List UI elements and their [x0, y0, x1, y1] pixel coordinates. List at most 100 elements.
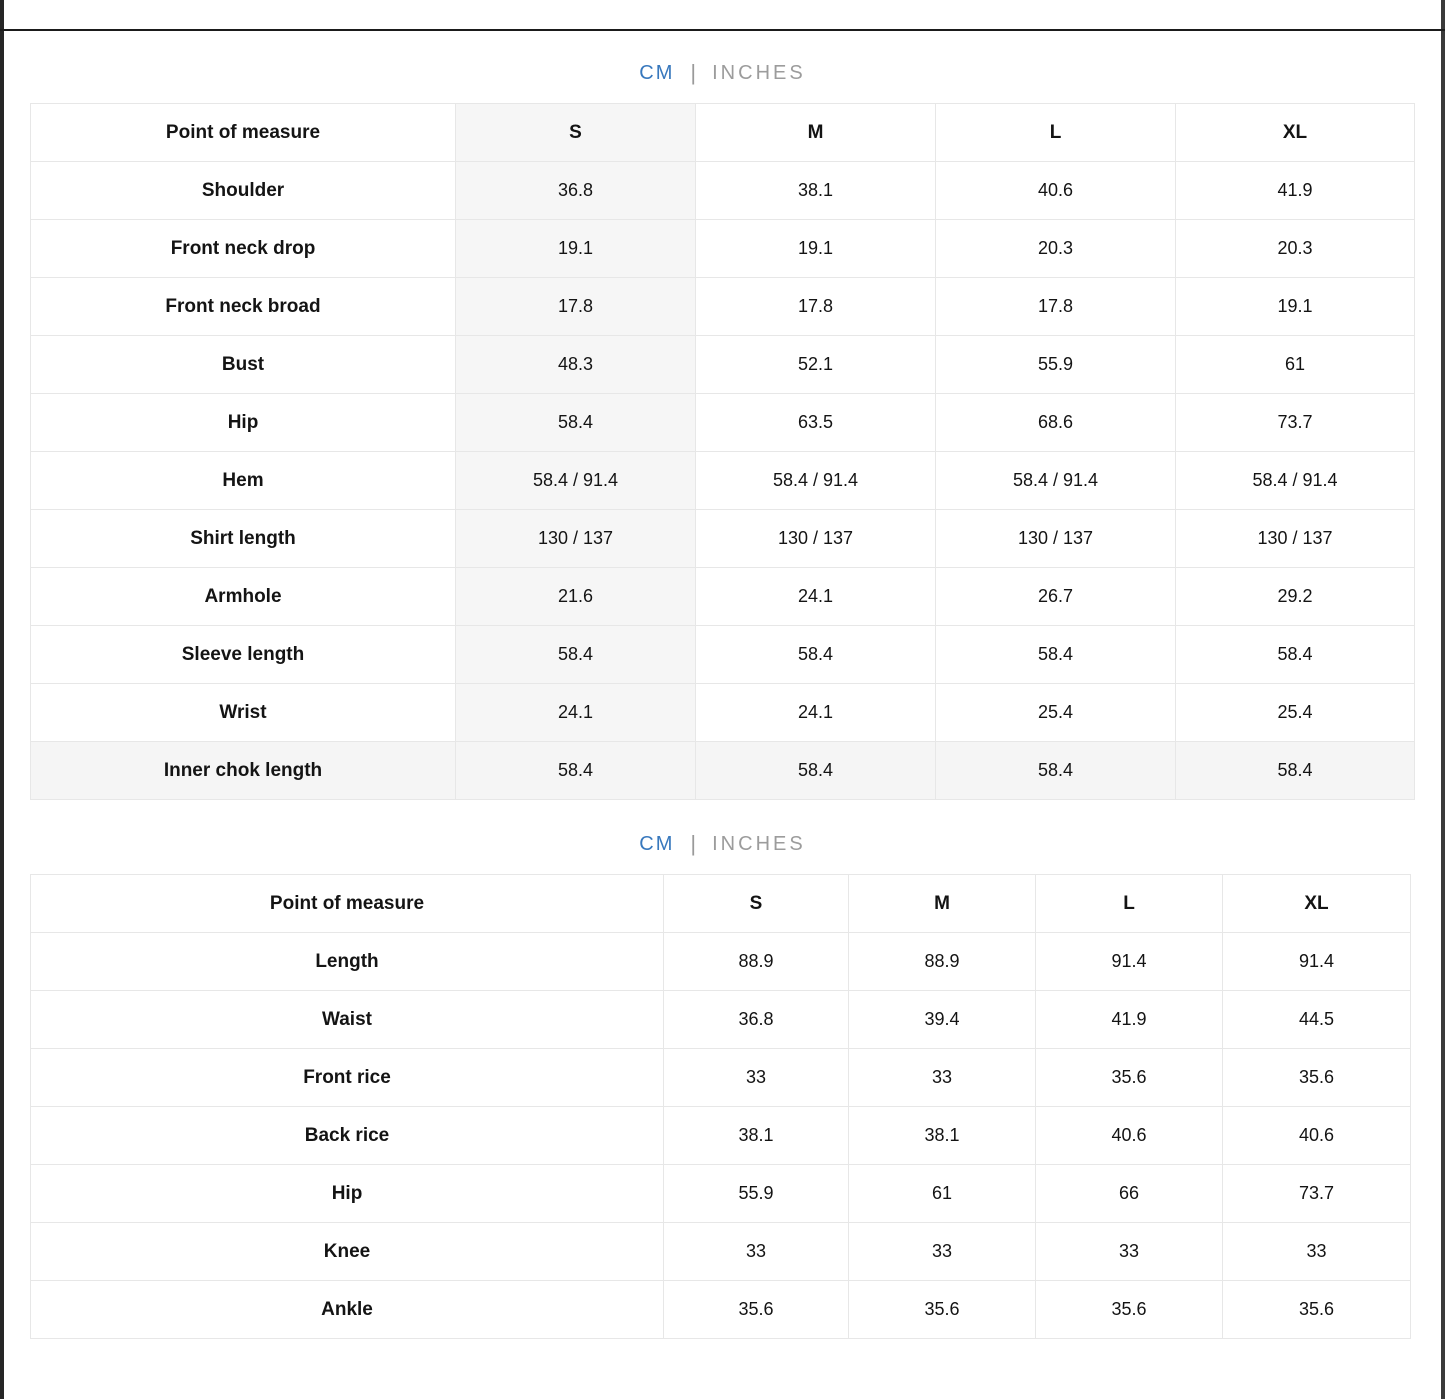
measure-label: Front neck drop [30, 219, 456, 278]
table-row: Front rice 33 33 35.6 35.6 [30, 1048, 1411, 1107]
measure-value: 61 [848, 1164, 1036, 1223]
measure-value: 40.6 [935, 161, 1176, 220]
table-row: Shirt length 130 / 137 130 / 137 130 / 137 1… [30, 509, 1415, 568]
measure-value: 61 [1175, 335, 1415, 394]
measure-label: Inner chok length [30, 741, 456, 800]
measure-value: 19.1 [695, 219, 936, 278]
measure-label: Shirt length [30, 509, 456, 568]
table-row: Front neck drop 19.1 19.1 20.3 20.3 [30, 219, 1415, 278]
measure-value: 58.4 [1175, 625, 1415, 684]
measure-value: 48.3 [455, 335, 696, 394]
measure-value: 24.1 [455, 683, 696, 742]
table-row: Length 88.9 88.9 91.4 91.4 [30, 932, 1411, 991]
table-row: Hem 58.4 / 91.4 58.4 / 91.4 58.4 / 91.4 58.4… [30, 451, 1415, 510]
size-column-header: M [695, 103, 936, 162]
measure-value: 58.4 [695, 741, 936, 800]
measure-value: 55.9 [935, 335, 1176, 394]
measure-value: 39.4 [848, 990, 1036, 1049]
measure-value: 19.1 [455, 219, 696, 278]
measure-label: Shoulder [30, 161, 456, 220]
unit-toggle-bottom: CM | INCHES [0, 831, 1445, 857]
measure-value: 58.4 [455, 741, 696, 800]
size-column-header: M [848, 874, 1036, 933]
measure-value: 58.4 / 91.4 [455, 451, 696, 510]
measure-value: 24.1 [695, 567, 936, 626]
measure-value: 21.6 [455, 567, 696, 626]
measure-value: 40.6 [1035, 1106, 1223, 1165]
measure-value: 29.2 [1175, 567, 1415, 626]
measure-value: 41.9 [1035, 990, 1223, 1049]
measure-value: 25.4 [935, 683, 1176, 742]
measure-value: 44.5 [1222, 990, 1411, 1049]
measure-value: 25.4 [1175, 683, 1415, 742]
measure-value: 33 [848, 1222, 1036, 1281]
measure-value: 33 [1035, 1222, 1223, 1281]
size-column-header: L [935, 103, 1176, 162]
unit-cm-button[interactable]: CM [639, 832, 675, 855]
unit-toggle-divider: | [690, 831, 697, 856]
measure-value: 130 / 137 [695, 509, 936, 568]
measure-value: 58.4 [695, 625, 936, 684]
measure-value: 33 [663, 1222, 849, 1281]
unit-toggle-top: CM | INCHES [0, 60, 1445, 86]
measure-value: 26.7 [935, 567, 1176, 626]
measure-value: 35.6 [848, 1280, 1036, 1339]
table-row: Armhole 21.6 24.1 26.7 29.2 [30, 567, 1415, 626]
unit-inches-button[interactable]: INCHES [712, 832, 806, 855]
measure-value: 38.1 [663, 1106, 849, 1165]
table-row: Waist 36.8 39.4 41.9 44.5 [30, 990, 1411, 1049]
measure-value: 58.4 [1175, 741, 1415, 800]
measure-value: 58.4 [935, 625, 1176, 684]
measure-value: 91.4 [1035, 932, 1223, 991]
measure-value: 130 / 137 [455, 509, 696, 568]
measure-label: Armhole [30, 567, 456, 626]
page-right-edge [1441, 0, 1445, 1399]
size-chart-page: CM | INCHES Point of measure S M L XL Should… [0, 31, 1445, 1339]
measure-value: 66 [1035, 1164, 1223, 1223]
page-left-edge [0, 0, 4, 1399]
measure-value: 17.8 [695, 277, 936, 336]
measure-value: 17.8 [455, 277, 696, 336]
measure-value: 58.4 / 91.4 [695, 451, 936, 510]
measure-value: 63.5 [695, 393, 936, 452]
measure-value: 68.6 [935, 393, 1176, 452]
measure-value: 35.6 [1035, 1280, 1223, 1339]
unit-inches-button[interactable]: INCHES [712, 61, 806, 84]
measure-value: 130 / 137 [1175, 509, 1415, 568]
measure-value: 35.6 [1035, 1048, 1223, 1107]
measure-value: 24.1 [695, 683, 936, 742]
size-column-header: L [1035, 874, 1223, 933]
point-of-measure-header: Point of measure [30, 874, 664, 933]
table-row: Hip 58.4 63.5 68.6 73.7 [30, 393, 1415, 452]
measure-value: 20.3 [935, 219, 1176, 278]
measure-value: 58.4 / 91.4 [1175, 451, 1415, 510]
measure-value: 130 / 137 [935, 509, 1176, 568]
unit-toggle-divider: | [690, 60, 697, 85]
header-row: Point of measure S M L XL [30, 874, 1411, 933]
table-row: Front neck broad 17.8 17.8 17.8 19.1 [30, 277, 1415, 336]
size-column-header: S [455, 103, 696, 162]
size-column-header: XL [1175, 103, 1415, 162]
table-row: Back rice 38.1 38.1 40.6 40.6 [30, 1106, 1411, 1165]
measure-label: Hip [30, 1164, 664, 1223]
point-of-measure-header: Point of measure [30, 103, 456, 162]
measure-value: 91.4 [1222, 932, 1411, 991]
measure-value: 38.1 [848, 1106, 1036, 1165]
measure-value: 20.3 [1175, 219, 1415, 278]
size-table-bottom: Point of measure S M L XL Length 88.9 88.9 91.4… [30, 874, 1411, 1339]
measure-label: Back rice [30, 1106, 664, 1165]
measure-value: 38.1 [695, 161, 936, 220]
measure-value: 58.4 [935, 741, 1176, 800]
measure-value: 17.8 [935, 277, 1176, 336]
measure-value: 58.4 [455, 393, 696, 452]
measure-value: 33 [1222, 1222, 1411, 1281]
measure-label: Hem [30, 451, 456, 510]
measure-label: Length [30, 932, 664, 991]
top-divider-rule [0, 29, 1445, 31]
measure-value: 52.1 [695, 335, 936, 394]
unit-cm-button[interactable]: CM [639, 61, 675, 84]
measure-value: 73.7 [1175, 393, 1415, 452]
header-row: Point of measure S M L XL [30, 103, 1415, 162]
measure-value: 58.4 / 91.4 [935, 451, 1176, 510]
measure-value: 41.9 [1175, 161, 1415, 220]
